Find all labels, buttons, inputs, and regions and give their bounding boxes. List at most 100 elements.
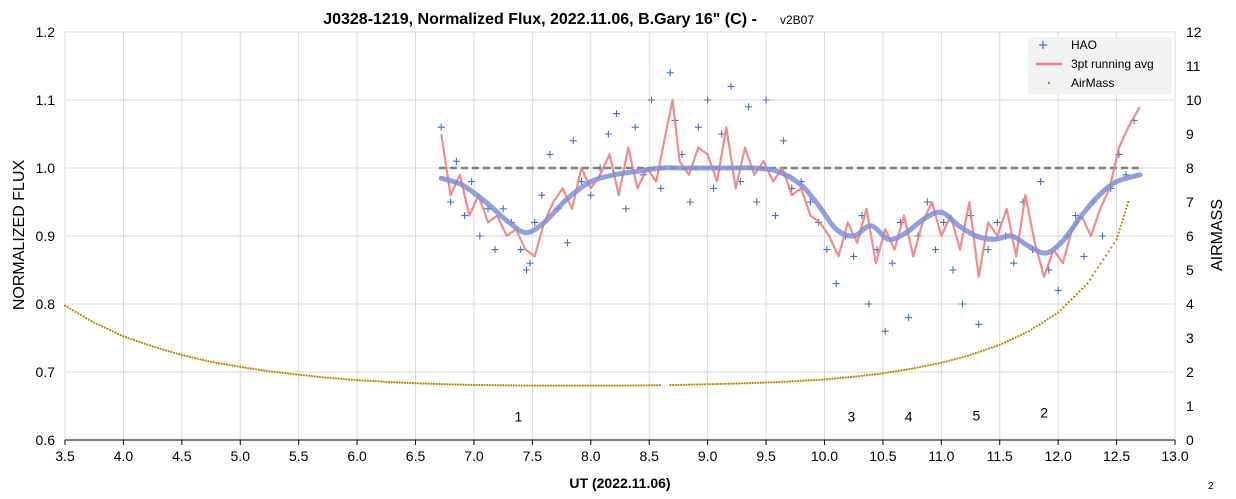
airmass-point [316, 375, 319, 378]
hao-point [771, 212, 779, 220]
airmass-point [454, 383, 457, 386]
airmass-point [82, 315, 85, 318]
legend: HAO 3pt running avg AirMass [1028, 37, 1172, 94]
airmass-point [1102, 258, 1105, 261]
airmass-point [637, 384, 640, 387]
airmass-point [990, 346, 993, 349]
airmass-point [387, 380, 391, 384]
airmass-point [531, 384, 534, 387]
airmass-point [236, 365, 239, 368]
airmass-point [921, 365, 924, 368]
airmass-point [900, 369, 903, 372]
legend-item-airmass: AirMass [1047, 76, 1114, 90]
x-tick-label: 12.0 [1045, 448, 1072, 464]
airmass-point [544, 384, 547, 387]
airmass-point [770, 381, 773, 384]
airmass-point [406, 381, 409, 384]
airmass-point [183, 354, 186, 357]
airmass-point [687, 383, 691, 386]
airmass-point [839, 376, 842, 380]
hao-point [531, 218, 539, 226]
airmass-point [937, 362, 940, 365]
airmass-point [600, 384, 603, 387]
airmass-point [881, 372, 884, 375]
airmass-point [332, 377, 335, 380]
airmass-point [579, 384, 582, 387]
hao-point [447, 198, 455, 206]
airmass-point [515, 384, 518, 387]
airmass-point [231, 364, 234, 367]
airmass-point [494, 384, 497, 387]
airmass-point [201, 358, 205, 362]
airmass-point [597, 384, 600, 387]
airmass-point [624, 384, 627, 387]
y-tick-label: 1.1 [36, 92, 56, 108]
airmass-point [207, 360, 210, 363]
airmass-point [1059, 308, 1062, 311]
airmass-point [876, 372, 879, 376]
airmass-point [974, 352, 977, 355]
hao-point [709, 184, 717, 192]
airmass-point [571, 384, 574, 387]
airmass-point [1086, 282, 1089, 285]
airmass-point [722, 382, 725, 385]
airmass-point [552, 384, 555, 387]
airmass-point [443, 383, 446, 386]
airmass-point [525, 384, 529, 387]
hao-point [538, 191, 546, 199]
airmass-point [605, 384, 608, 387]
airmass-point [446, 383, 449, 386]
x-tick-label: 5.0 [231, 448, 251, 464]
airmass-point [756, 381, 760, 384]
airmass-point [438, 382, 441, 386]
airmass-point [613, 384, 616, 387]
airmass-point [563, 384, 566, 387]
airmass-point [1120, 221, 1123, 224]
hao-point [631, 123, 639, 131]
airmass-point [228, 363, 231, 367]
chart-subtitle: v2B07 [780, 13, 814, 27]
airmass-point [735, 382, 738, 385]
airmass-point [294, 373, 298, 376]
legend-item-hao: HAO [1039, 38, 1097, 52]
airmass-point [268, 370, 271, 373]
airmass-point [1127, 200, 1130, 204]
airmass-point [517, 384, 521, 387]
airmass-point [302, 374, 306, 377]
running-average-series [440, 98, 1141, 278]
airmass-point [719, 382, 723, 386]
airmass-point [1072, 295, 1076, 298]
airmass-point [799, 379, 802, 382]
hao-point [491, 246, 499, 254]
x-tick-label: 10.0 [811, 448, 838, 464]
airmass-point [440, 383, 444, 386]
airmass-point [539, 384, 542, 387]
airmass-point [63, 304, 67, 307]
airmass-point [1116, 234, 1119, 238]
airmass-point [223, 363, 226, 366]
airmass-point [239, 365, 242, 368]
airmass-point [204, 359, 207, 362]
airmass-point [897, 369, 900, 372]
airmass-point [1119, 224, 1122, 227]
airmass-point [255, 368, 258, 371]
airmass-point [342, 377, 345, 381]
hao-point [940, 218, 948, 226]
airmass-point [353, 378, 356, 382]
airmass-point [273, 370, 276, 374]
airmass-point [310, 375, 314, 378]
airmass-point [977, 351, 980, 354]
airmass-point [170, 350, 173, 354]
airmass-point [587, 384, 590, 387]
legend-dot-icon [1047, 81, 1051, 85]
airmass-point [233, 364, 237, 368]
hao-point [823, 246, 831, 254]
airmass-point [1003, 341, 1007, 344]
airmass-series [63, 200, 1130, 387]
airmass-point [714, 382, 717, 386]
hao-point [587, 191, 595, 199]
airmass-point [512, 384, 515, 387]
airmass-point [117, 332, 120, 335]
airmass-point [93, 321, 96, 324]
airmass-point [499, 384, 502, 387]
